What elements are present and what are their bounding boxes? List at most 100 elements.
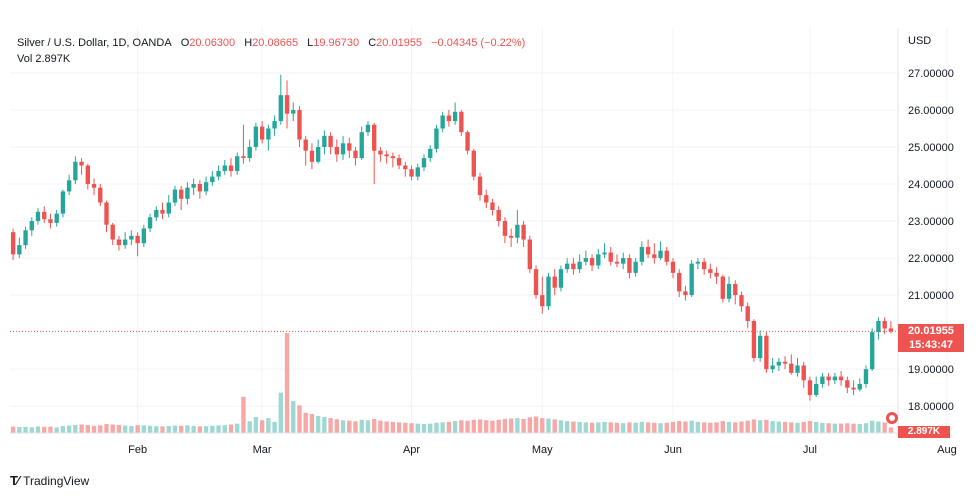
volume-bar xyxy=(627,422,632,433)
candle-body xyxy=(714,272,719,277)
volume-bar xyxy=(322,417,327,433)
volume-legend: Vol 2.897K xyxy=(17,51,70,67)
volume-bar xyxy=(814,421,819,433)
candle-body xyxy=(677,272,682,292)
candle-body xyxy=(328,135,333,147)
candle-body xyxy=(471,150,476,177)
candle-body xyxy=(135,235,140,244)
low-label: L xyxy=(307,37,314,49)
volume-bar xyxy=(384,421,389,433)
candle-body xyxy=(888,328,894,332)
volume-bar xyxy=(315,415,321,433)
volume-bar xyxy=(378,420,383,433)
candle-body xyxy=(602,252,607,255)
price-tick-label: 26.00000 xyxy=(908,105,954,117)
volume-bar xyxy=(116,424,122,433)
candle-body xyxy=(42,211,47,220)
volume-bar xyxy=(714,422,719,433)
volume-bar xyxy=(359,419,364,433)
candle-body xyxy=(440,115,445,129)
candle-body xyxy=(421,158,427,168)
volume-bar xyxy=(751,419,757,433)
candle-body xyxy=(670,261,676,273)
volume-bar xyxy=(764,419,769,433)
volume-bar xyxy=(614,422,620,433)
volume-bar xyxy=(222,425,227,433)
volume-bar xyxy=(266,418,271,433)
volume-bar xyxy=(857,424,862,433)
close-value: 20.01955 xyxy=(376,37,423,49)
candle-body xyxy=(359,132,364,159)
candle-body xyxy=(683,291,688,296)
volume-bar xyxy=(521,418,526,433)
candle-body xyxy=(857,383,862,390)
candle-body xyxy=(515,224,520,238)
price-axis[interactable]: 27.00000 26.00000 25.00000 24.00000 23.00000… xyxy=(908,68,954,413)
volume-bar xyxy=(677,421,682,433)
time-tick-label: Apr xyxy=(403,444,420,456)
volume-bar xyxy=(552,419,557,433)
volume-bar xyxy=(658,423,663,433)
candle-body xyxy=(35,211,41,222)
candle-body xyxy=(614,261,620,264)
volume-bar xyxy=(770,421,775,433)
candle-body xyxy=(589,258,595,266)
time-tick-label: Jun xyxy=(664,444,682,456)
volume-bar xyxy=(141,425,147,433)
symbol-title[interactable]: Silver / U.S. Dollar, 1D, OANDA xyxy=(17,37,172,49)
currency-label[interactable]: USD xyxy=(908,35,932,47)
volume-bar xyxy=(110,424,115,433)
price-tick-label: 18.00000 xyxy=(908,401,954,413)
volume-bar xyxy=(334,419,340,433)
price-tick-label: 25.00000 xyxy=(908,142,954,154)
candle-body xyxy=(428,148,433,159)
candle-body xyxy=(757,335,763,359)
volume-bar xyxy=(633,422,638,433)
volume-bar xyxy=(490,420,495,433)
volume-bar xyxy=(203,426,209,433)
volume-bar xyxy=(465,420,470,433)
candle-body xyxy=(801,365,806,381)
volume-bar xyxy=(42,426,47,433)
volume-bar xyxy=(801,421,806,433)
candle-body xyxy=(770,365,775,370)
volume-bar xyxy=(515,418,520,433)
volume-bar xyxy=(390,421,396,433)
candle-body xyxy=(129,235,134,240)
volume-bar xyxy=(104,424,109,433)
volume-bar xyxy=(446,421,452,433)
candle-body xyxy=(546,276,551,307)
volume-bar xyxy=(838,423,844,433)
volume-bar xyxy=(546,418,551,433)
tradingview-brand[interactable]: T⁄ TradingView xyxy=(10,473,89,488)
candle-body xyxy=(179,189,184,199)
volume-bar xyxy=(247,421,252,433)
candle-body xyxy=(228,165,234,172)
candle-body xyxy=(253,126,259,147)
candle-body xyxy=(645,246,651,255)
volume-bar xyxy=(79,424,84,433)
volume-bar xyxy=(776,421,782,433)
volume-bar xyxy=(365,420,371,433)
candle-body xyxy=(322,135,327,147)
candle-body xyxy=(583,258,589,262)
candle-body xyxy=(17,245,22,255)
candle-body xyxy=(701,261,707,270)
low-value: 19.96730 xyxy=(313,37,360,49)
volume-bar xyxy=(291,401,296,433)
candle-body xyxy=(621,258,626,264)
candle-body xyxy=(882,321,887,329)
volume-bar xyxy=(795,422,800,433)
volume-label[interactable]: Vol xyxy=(17,53,33,65)
candle-body xyxy=(185,187,190,199)
candle-body xyxy=(409,169,414,177)
tradingview-logo-icon: T⁄ xyxy=(10,473,19,488)
time-axis[interactable]: Feb Mar Apr May Jun Jul Aug xyxy=(128,444,957,456)
volume-bar xyxy=(10,426,16,433)
candle-body xyxy=(552,276,557,288)
volume-bar xyxy=(297,405,302,433)
candle-body xyxy=(851,387,856,390)
alert-icon[interactable] xyxy=(886,412,898,424)
close-label: C xyxy=(368,37,377,49)
